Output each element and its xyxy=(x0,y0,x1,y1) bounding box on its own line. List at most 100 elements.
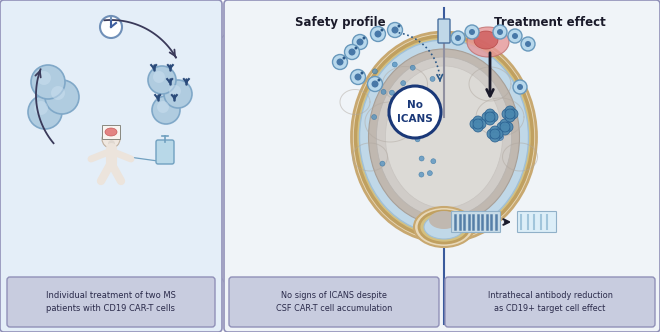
Circle shape xyxy=(502,109,512,119)
Circle shape xyxy=(392,62,397,67)
Circle shape xyxy=(356,39,364,45)
Circle shape xyxy=(500,122,510,132)
FancyBboxPatch shape xyxy=(451,211,500,232)
Circle shape xyxy=(465,25,479,39)
Circle shape xyxy=(153,71,165,83)
Circle shape xyxy=(473,116,483,126)
Ellipse shape xyxy=(474,31,498,49)
Circle shape xyxy=(157,101,169,113)
Ellipse shape xyxy=(419,211,469,243)
Circle shape xyxy=(505,112,515,122)
Circle shape xyxy=(500,119,510,129)
Text: Treatment effect: Treatment effect xyxy=(494,16,606,29)
Circle shape xyxy=(31,65,65,99)
Circle shape xyxy=(427,171,432,176)
Circle shape xyxy=(372,115,377,120)
FancyBboxPatch shape xyxy=(229,277,439,327)
Circle shape xyxy=(490,129,500,139)
Circle shape xyxy=(473,122,483,132)
Circle shape xyxy=(451,31,465,45)
Circle shape xyxy=(415,137,420,142)
FancyBboxPatch shape xyxy=(0,0,222,332)
Circle shape xyxy=(401,81,406,86)
Circle shape xyxy=(470,119,480,129)
Circle shape xyxy=(505,109,515,119)
Circle shape xyxy=(391,27,399,34)
Circle shape xyxy=(381,29,383,32)
Circle shape xyxy=(419,172,424,177)
Circle shape xyxy=(354,46,358,49)
FancyBboxPatch shape xyxy=(102,125,120,139)
Ellipse shape xyxy=(385,66,502,208)
Circle shape xyxy=(100,16,122,38)
Circle shape xyxy=(525,41,531,47)
Text: No signs of ICANS despite
CSF CAR-T cell accumulation: No signs of ICANS despite CSF CAR-T cell… xyxy=(276,291,392,313)
Circle shape xyxy=(406,119,411,124)
Circle shape xyxy=(389,90,395,95)
Circle shape xyxy=(389,86,441,138)
Circle shape xyxy=(487,129,497,139)
Ellipse shape xyxy=(429,211,459,229)
FancyBboxPatch shape xyxy=(438,19,450,43)
Circle shape xyxy=(345,44,360,59)
Circle shape xyxy=(148,66,176,94)
Ellipse shape xyxy=(352,32,537,242)
Circle shape xyxy=(381,89,386,94)
Circle shape xyxy=(164,80,192,108)
Circle shape xyxy=(350,69,366,85)
Text: Safety profile: Safety profile xyxy=(294,16,385,29)
Circle shape xyxy=(360,71,364,74)
Circle shape xyxy=(389,105,394,110)
Circle shape xyxy=(378,78,381,81)
Text: No
ICANS: No ICANS xyxy=(397,100,433,124)
Circle shape xyxy=(37,71,51,85)
Circle shape xyxy=(430,76,435,81)
Ellipse shape xyxy=(424,215,464,239)
Circle shape xyxy=(505,106,515,116)
Circle shape xyxy=(497,29,503,35)
Circle shape xyxy=(362,37,366,40)
Circle shape xyxy=(497,122,507,132)
Circle shape xyxy=(169,85,181,97)
Circle shape xyxy=(411,65,415,70)
Circle shape xyxy=(152,96,180,124)
Circle shape xyxy=(370,27,385,42)
Circle shape xyxy=(337,58,343,65)
Circle shape xyxy=(496,133,504,140)
Ellipse shape xyxy=(376,57,512,217)
Ellipse shape xyxy=(356,36,533,238)
Circle shape xyxy=(485,115,495,125)
Circle shape xyxy=(419,156,424,161)
Circle shape xyxy=(343,56,345,59)
Text: Intrathecal antibody reduction
as CD19+ target cell effect: Intrathecal antibody reduction as CD19+ … xyxy=(488,291,612,313)
Circle shape xyxy=(431,159,436,164)
Circle shape xyxy=(476,119,486,129)
Circle shape xyxy=(387,23,403,38)
Circle shape xyxy=(512,33,518,39)
Circle shape xyxy=(513,80,527,94)
Circle shape xyxy=(503,122,513,132)
Circle shape xyxy=(485,109,495,119)
Circle shape xyxy=(368,76,383,92)
Circle shape xyxy=(51,86,65,100)
Circle shape xyxy=(34,101,48,115)
FancyBboxPatch shape xyxy=(517,211,556,232)
Circle shape xyxy=(508,109,518,119)
Circle shape xyxy=(485,112,495,122)
Circle shape xyxy=(508,29,522,43)
FancyBboxPatch shape xyxy=(7,277,215,327)
Circle shape xyxy=(397,25,401,28)
Circle shape xyxy=(490,132,500,142)
Ellipse shape xyxy=(467,27,509,57)
Ellipse shape xyxy=(368,49,519,225)
Circle shape xyxy=(380,161,385,166)
Circle shape xyxy=(374,31,381,38)
Circle shape xyxy=(455,35,461,41)
Circle shape xyxy=(469,29,475,35)
Circle shape xyxy=(482,112,492,122)
Circle shape xyxy=(490,126,500,136)
Circle shape xyxy=(521,37,535,51)
Text: Individual treatment of two MS
patients with CD19 CAR-T cells: Individual treatment of two MS patients … xyxy=(46,291,176,313)
Circle shape xyxy=(354,73,362,80)
Ellipse shape xyxy=(414,207,474,247)
